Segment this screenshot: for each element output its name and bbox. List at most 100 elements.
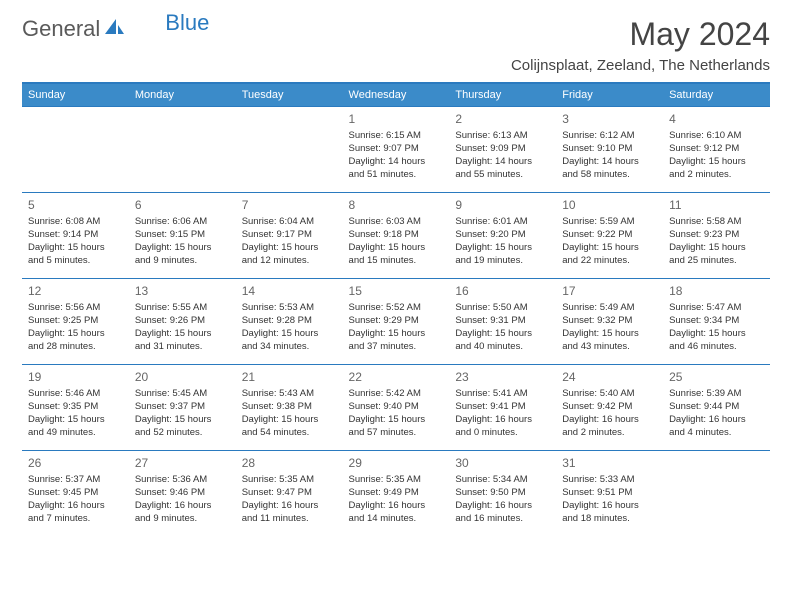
daylight-line: Daylight: 15 hours and 37 minutes.: [349, 328, 444, 354]
sunrise-line: Sunrise: 5:42 AM: [349, 388, 444, 401]
sunrise-line: Sunrise: 5:34 AM: [455, 474, 550, 487]
calendar-cell: [236, 107, 343, 193]
sunset-line: Sunset: 9:14 PM: [28, 229, 123, 242]
calendar-cell: 2Sunrise: 6:13 AMSunset: 9:09 PMDaylight…: [449, 107, 556, 193]
daylight-line: Daylight: 16 hours and 14 minutes.: [349, 500, 444, 526]
day-number: 13: [135, 283, 230, 299]
sunrise-line: Sunrise: 5:45 AM: [135, 388, 230, 401]
calendar-cell: 7 Sunrise: 6:04 AMSunset: 9:17 PMDaylight…: [236, 193, 343, 279]
daylight-line: Daylight: 15 hours and 2 minutes.: [669, 156, 764, 182]
calendar-head: SundayMondayTuesdayWednesdayThursdayFrid…: [22, 83, 770, 107]
daylight-line: Daylight: 16 hours and 11 minutes.: [242, 500, 337, 526]
day-header: Monday: [129, 83, 236, 107]
logo-text-blue: Blue: [165, 10, 209, 36]
calendar-cell: [22, 107, 129, 193]
day-number: 7: [242, 197, 337, 213]
daylight-line: Daylight: 15 hours and 46 minutes.: [669, 328, 764, 354]
sunset-line: Sunset: 9:12 PM: [669, 143, 764, 156]
calendar-cell: 6 Sunrise: 6:06 AMSunset: 9:15 PMDaylight…: [129, 193, 236, 279]
calendar-cell: 1Sunrise: 6:15 AMSunset: 9:07 PMDaylight…: [343, 107, 450, 193]
sunset-line: Sunset: 9:15 PM: [135, 229, 230, 242]
day-number: 6: [135, 197, 230, 213]
sunrise-line: Sunrise: 5:43 AM: [242, 388, 337, 401]
daylight-line: Daylight: 15 hours and 31 minutes.: [135, 328, 230, 354]
sunrise-line: Sunrise: 6:12 AM: [562, 130, 657, 143]
sunrise-line: Sunrise: 5:35 AM: [242, 474, 337, 487]
sunset-line: Sunset: 9:26 PM: [135, 315, 230, 328]
daylight-line: Daylight: 15 hours and 28 minutes.: [28, 328, 123, 354]
calendar-cell: 4Sunrise: 6:10 AMSunset: 9:12 PMDaylight…: [663, 107, 770, 193]
calendar-row: 5Sunrise: 6:08 AMSunset: 9:14 PMDaylight…: [22, 193, 770, 279]
sunset-line: Sunset: 9:10 PM: [562, 143, 657, 156]
calendar-cell: 31Sunrise: 5:33 AMSunset: 9:51 PMDayligh…: [556, 451, 663, 537]
sunrise-line: Sunrise: 6:13 AM: [455, 130, 550, 143]
sunset-line: Sunset: 9:45 PM: [28, 487, 123, 500]
daylight-line: Daylight: 15 hours and 22 minutes.: [562, 242, 657, 268]
sunrise-line: Sunrise: 5:37 AM: [28, 474, 123, 487]
day-number: 28: [242, 455, 337, 471]
day-header: Friday: [556, 83, 663, 107]
sunrise-line: Sunrise: 5:36 AM: [135, 474, 230, 487]
sunset-line: Sunset: 9:35 PM: [28, 401, 123, 414]
calendar-cell: 9Sunrise: 6:01 AMSunset: 9:20 PMDaylight…: [449, 193, 556, 279]
daylight-line: Daylight: 16 hours and 9 minutes.: [135, 500, 230, 526]
header: General Blue May 2024 Colijnsplaat, Zeel…: [22, 16, 770, 74]
logo-text-gray: General: [22, 16, 100, 42]
sunset-line: Sunset: 9:23 PM: [669, 229, 764, 242]
daylight-line: Daylight: 14 hours and 55 minutes.: [455, 156, 550, 182]
sunrise-line: Sunrise: 5:33 AM: [562, 474, 657, 487]
daylight-line: Daylight: 15 hours and 15 minutes.: [349, 242, 444, 268]
day-number: 16: [455, 283, 550, 299]
sunset-line: Sunset: 9:28 PM: [242, 315, 337, 328]
sunrise-line: Sunrise: 5:55 AM: [135, 302, 230, 315]
calendar-cell: 25Sunrise: 5:39 AMSunset: 9:44 PMDayligh…: [663, 365, 770, 451]
sunrise-line: Sunrise: 5:59 AM: [562, 216, 657, 229]
sunrise-line: Sunrise: 5:53 AM: [242, 302, 337, 315]
sunset-line: Sunset: 9:22 PM: [562, 229, 657, 242]
sunset-line: Sunset: 9:42 PM: [562, 401, 657, 414]
sunset-line: Sunset: 9:44 PM: [669, 401, 764, 414]
day-number: 8: [349, 197, 444, 213]
calendar-cell: 14Sunrise: 5:53 AMSunset: 9:28 PMDayligh…: [236, 279, 343, 365]
sunset-line: Sunset: 9:47 PM: [242, 487, 337, 500]
daylight-line: Daylight: 15 hours and 12 minutes.: [242, 242, 337, 268]
daylight-line: Daylight: 16 hours and 4 minutes.: [669, 414, 764, 440]
sunset-line: Sunset: 9:51 PM: [562, 487, 657, 500]
daylight-line: Daylight: 15 hours and 9 minutes.: [135, 242, 230, 268]
calendar-cell: 10Sunrise: 5:59 AMSunset: 9:22 PMDayligh…: [556, 193, 663, 279]
calendar-cell: 17Sunrise: 5:49 AMSunset: 9:32 PMDayligh…: [556, 279, 663, 365]
calendar-cell: 24Sunrise: 5:40 AMSunset: 9:42 PMDayligh…: [556, 365, 663, 451]
calendar-row: 1Sunrise: 6:15 AMSunset: 9:07 PMDaylight…: [22, 107, 770, 193]
sunrise-line: Sunrise: 5:35 AM: [349, 474, 444, 487]
sunrise-line: Sunrise: 6:08 AM: [28, 216, 123, 229]
sunset-line: Sunset: 9:40 PM: [349, 401, 444, 414]
sunrise-line: Sunrise: 5:49 AM: [562, 302, 657, 315]
sunset-line: Sunset: 9:07 PM: [349, 143, 444, 156]
sunrise-line: Sunrise: 5:40 AM: [562, 388, 657, 401]
location: Colijnsplaat, Zeeland, The Netherlands: [511, 57, 770, 74]
sunset-line: Sunset: 9:49 PM: [349, 487, 444, 500]
calendar-cell: 21Sunrise: 5:43 AMSunset: 9:38 PMDayligh…: [236, 365, 343, 451]
sunset-line: Sunset: 9:41 PM: [455, 401, 550, 414]
day-number: 21: [242, 369, 337, 385]
day-header: Thursday: [449, 83, 556, 107]
calendar-cell: 11Sunrise: 5:58 AMSunset: 9:23 PMDayligh…: [663, 193, 770, 279]
sunset-line: Sunset: 9:17 PM: [242, 229, 337, 242]
day-number: 3: [562, 111, 657, 127]
day-number: 15: [349, 283, 444, 299]
sunrise-line: Sunrise: 6:03 AM: [349, 216, 444, 229]
sunrise-line: Sunrise: 6:10 AM: [669, 130, 764, 143]
daylight-line: Daylight: 15 hours and 5 minutes.: [28, 242, 123, 268]
calendar-cell: 16Sunrise: 5:50 AMSunset: 9:31 PMDayligh…: [449, 279, 556, 365]
day-number: 25: [669, 369, 764, 385]
calendar-row: 19Sunrise: 5:46 AMSunset: 9:35 PMDayligh…: [22, 365, 770, 451]
day-number: 20: [135, 369, 230, 385]
calendar-body: 1Sunrise: 6:15 AMSunset: 9:07 PMDaylight…: [22, 107, 770, 537]
sunrise-line: Sunrise: 6:04 AM: [242, 216, 337, 229]
daylight-line: Daylight: 16 hours and 2 minutes.: [562, 414, 657, 440]
calendar-cell: 5Sunrise: 6:08 AMSunset: 9:14 PMDaylight…: [22, 193, 129, 279]
sunrise-line: Sunrise: 6:06 AM: [135, 216, 230, 229]
daylight-line: Daylight: 15 hours and 52 minutes.: [135, 414, 230, 440]
daylight-line: Daylight: 15 hours and 54 minutes.: [242, 414, 337, 440]
daylight-line: Daylight: 15 hours and 25 minutes.: [669, 242, 764, 268]
